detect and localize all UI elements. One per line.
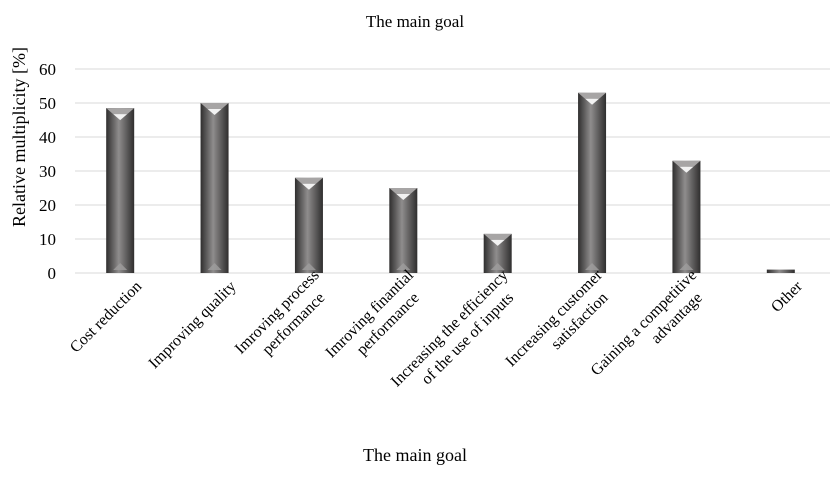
y-tick-label: 40 xyxy=(39,128,56,147)
bar-cap xyxy=(672,160,701,167)
bar-cap xyxy=(294,177,323,184)
bar-highlight xyxy=(207,109,222,115)
y-tick-label: 50 xyxy=(39,94,56,113)
bar-cap xyxy=(389,188,418,194)
y-tick-label: 60 xyxy=(39,60,56,79)
y-tick-label: 30 xyxy=(39,162,56,181)
y-axis-title: Relative multiplicity [%] xyxy=(9,47,29,227)
bar-highlight xyxy=(585,98,600,105)
bar-base-highlight xyxy=(207,263,222,270)
bar-body xyxy=(294,177,323,273)
bar-cap xyxy=(483,233,512,240)
x-category-label: Increasing the efficiencyof the use of i… xyxy=(388,267,526,405)
bar-highlight xyxy=(301,183,316,190)
bar xyxy=(200,103,229,273)
bar-body xyxy=(389,188,418,273)
bar-body xyxy=(766,269,795,273)
bars xyxy=(106,92,795,273)
bar-body xyxy=(106,108,135,273)
bar-cap xyxy=(578,92,607,99)
bar-body xyxy=(578,92,607,273)
x-axis-category-labels: Cost reduction Improving qualityImroving … xyxy=(67,266,806,405)
bar-base-highlight xyxy=(113,263,128,270)
x-category-label: Improving quality xyxy=(146,278,240,372)
x-category-label: Gaining a competitiveadvantage xyxy=(588,267,715,394)
bar-highlight xyxy=(679,166,694,173)
x-category-label: Cost reduction xyxy=(67,278,145,356)
bar xyxy=(672,160,701,273)
bar-base-highlight xyxy=(301,263,316,270)
grid-lines xyxy=(75,68,830,274)
y-tick-label: 0 xyxy=(48,264,57,283)
bar-highlight xyxy=(490,239,505,246)
x-category-label: Imroving processperformance xyxy=(232,267,337,372)
bar-base-highlight xyxy=(396,263,411,270)
bar-cap xyxy=(106,108,135,115)
bar xyxy=(483,233,512,273)
y-tick-label: 10 xyxy=(39,230,56,249)
bar-base-highlight xyxy=(679,263,694,270)
bar-highlight xyxy=(113,114,128,121)
bar xyxy=(766,269,795,273)
bar xyxy=(294,177,323,273)
y-axis-ticks: 0 10 20 30 40 50 60 xyxy=(39,60,56,283)
bar xyxy=(106,108,135,273)
bar-highlight xyxy=(396,194,411,200)
y-tick-label: 20 xyxy=(39,196,56,215)
x-category-label: Other xyxy=(768,278,806,316)
bar-base-highlight xyxy=(585,263,600,270)
bar-cap xyxy=(200,103,229,109)
x-axis-title: The main goal xyxy=(363,445,467,465)
bar-body xyxy=(672,160,701,273)
bar-body xyxy=(200,103,229,273)
bar xyxy=(389,188,418,273)
bar xyxy=(578,92,607,273)
bar-base-highlight xyxy=(490,263,505,270)
chart-title: The main goal xyxy=(366,12,464,31)
